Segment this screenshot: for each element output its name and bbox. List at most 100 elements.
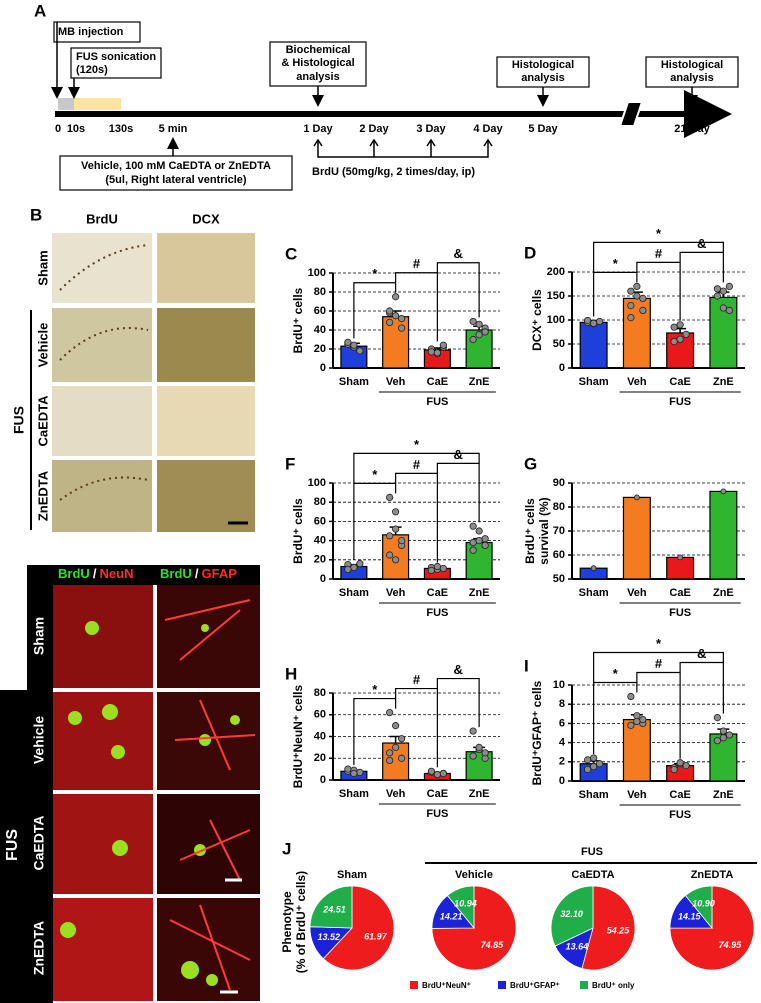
time-tick: 130s	[109, 123, 133, 135]
slice-label: 13.64	[566, 942, 589, 952]
data-point	[627, 301, 635, 310]
significance-bracket	[679, 661, 724, 714]
panel-letter: G	[524, 454, 537, 473]
group-label: FUS	[669, 809, 691, 821]
data-point	[633, 494, 640, 501]
pie-slice	[684, 885, 713, 930]
panel-letter: J	[282, 839, 291, 858]
x-tick-label: ZnE	[469, 587, 490, 599]
box-text: analysis	[296, 71, 339, 83]
pie-slice	[431, 885, 517, 971]
box-text: FUS sonication	[76, 51, 156, 63]
data-point	[392, 508, 400, 516]
y-tick-label: 80	[314, 286, 326, 298]
box-text: & Histological	[281, 57, 354, 69]
significance-bracket	[353, 282, 397, 339]
data-point	[670, 765, 678, 774]
y-tick-label: 6	[559, 717, 565, 729]
micrograph	[52, 460, 152, 532]
x-tick-label: Veh	[386, 376, 406, 388]
label-strip	[27, 585, 53, 1003]
data-point	[433, 349, 441, 357]
significance-bracket	[353, 482, 397, 560]
time-tick: 10s	[67, 123, 85, 135]
bar	[382, 316, 410, 369]
data-point	[386, 708, 394, 717]
stain: NeuN	[100, 566, 134, 581]
panel-e: E BrdU / NeuN BrdU / GFAP Sham Vehicle C…	[0, 561, 260, 1003]
data-point	[627, 287, 635, 295]
box-text: MB injection	[58, 26, 124, 38]
row-label: Vehicle	[35, 323, 50, 368]
row-label: Sham	[31, 617, 47, 655]
data-point	[439, 564, 447, 573]
panel-letter: C	[285, 244, 297, 263]
y-tick-label: 80	[553, 501, 565, 513]
data-point	[386, 532, 394, 540]
legend-swatch	[498, 981, 506, 989]
x-tick-label: Veh	[627, 587, 647, 599]
data-point	[719, 287, 727, 295]
data-point	[386, 756, 394, 765]
stain: GFAP	[202, 566, 238, 581]
data-point	[475, 743, 483, 751]
slice-label: 10.94	[454, 899, 477, 909]
bar	[465, 541, 493, 580]
y-tick-label: 20	[314, 343, 326, 355]
significance-label: &	[697, 646, 706, 661]
y-axis-label: BrdU⁺ cells	[523, 498, 537, 564]
data-point	[433, 562, 441, 571]
data-point	[398, 735, 406, 743]
x-tick-label: Veh	[386, 788, 406, 800]
data-point	[676, 335, 684, 343]
pie-slice	[550, 885, 594, 947]
slice-label: 54.25	[607, 926, 631, 936]
box-text: Histological	[512, 59, 574, 71]
micrograph	[53, 898, 153, 1001]
legend-swatch	[410, 981, 418, 989]
header-strip	[27, 565, 260, 585]
fus-period	[74, 98, 121, 110]
data-point	[682, 762, 690, 770]
y-axis-label: (% of BrdU⁺ cells)	[294, 871, 308, 973]
x-tick-label: CaE	[669, 587, 690, 599]
data-point	[356, 347, 364, 355]
group-label: FUS	[581, 846, 603, 858]
significance-bracket	[636, 671, 681, 759]
data-point	[469, 752, 477, 760]
y-tick-label: 100	[308, 267, 326, 279]
data-point	[398, 324, 406, 332]
data-point	[469, 522, 477, 530]
data-point	[469, 546, 477, 554]
significance-label: *	[656, 226, 662, 241]
data-point	[725, 731, 733, 739]
micrograph	[52, 386, 152, 456]
significance-bracket	[436, 262, 480, 318]
micrograph	[157, 308, 255, 382]
panel-letter: H	[285, 664, 297, 683]
box	[645, 56, 739, 88]
x-tick-label: ZnE	[469, 788, 490, 800]
data-point	[639, 306, 647, 314]
data-point	[725, 306, 733, 314]
significance-label: *	[372, 467, 378, 482]
data-point	[469, 335, 477, 344]
significance-bracket	[593, 681, 638, 754]
bar	[579, 321, 608, 369]
y-tick-label: 70	[553, 525, 565, 537]
box-text: Histological	[661, 59, 723, 71]
box-text: (120s)	[76, 64, 108, 76]
x-tick-label: Sham	[579, 376, 609, 388]
data-point	[596, 317, 604, 326]
data-point	[427, 767, 435, 775]
significance-bracket	[395, 472, 438, 563]
injection-bracket	[317, 140, 489, 158]
significance-bracket	[353, 452, 480, 484]
significance-bracket	[636, 261, 681, 321]
group-label: FUS	[669, 607, 691, 619]
box-text: analysis	[521, 72, 564, 84]
data-point	[427, 348, 435, 356]
significance-label: &	[454, 447, 463, 462]
y-tick-label: 40	[314, 324, 326, 336]
cell-band	[59, 244, 149, 501]
